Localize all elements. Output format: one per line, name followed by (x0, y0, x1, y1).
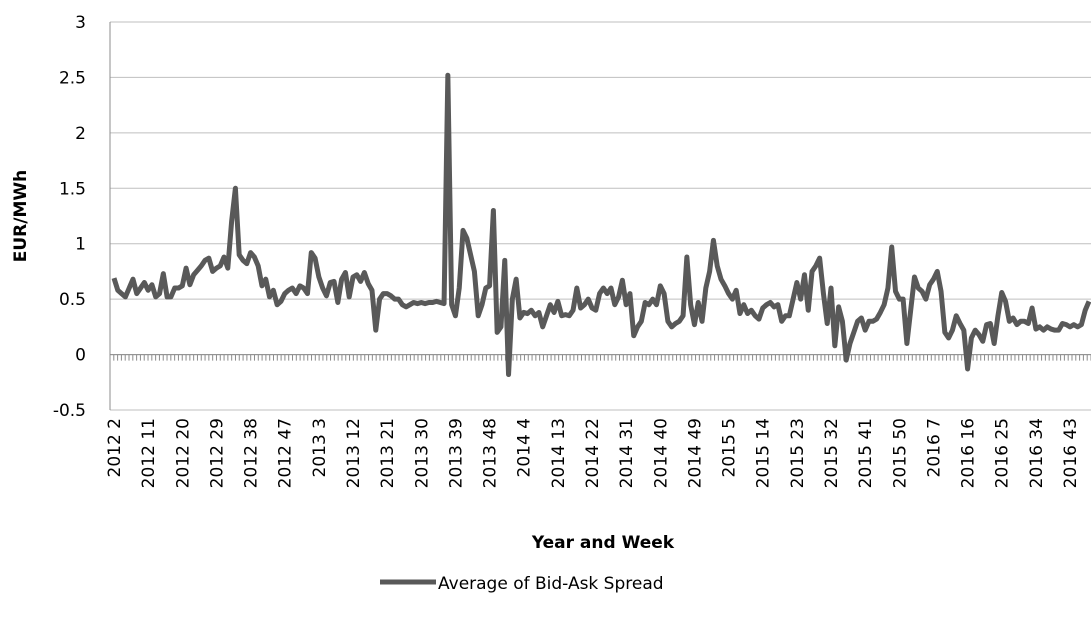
x-tick-label: 2016 25 (993, 418, 1013, 488)
y-tick-label: 3 (75, 13, 86, 33)
x-tick-label: 2012 47 (276, 418, 296, 488)
x-tick-label: 2014 40 (651, 418, 671, 488)
y-tick-label: -0.5 (53, 401, 86, 421)
x-tick-label: 2015 23 (788, 418, 808, 488)
x-tick-label: 2012 11 (139, 418, 159, 488)
x-tick-label: 2012 38 (242, 418, 262, 488)
x-tick-label: 2012 29 (207, 418, 227, 488)
x-tick-label: 2013 48 (481, 418, 501, 488)
x-tick-label: 2013 39 (446, 418, 466, 488)
x-tick-label: 2013 21 (378, 418, 398, 488)
y-tick-label: 2 (75, 124, 86, 144)
series-line (111, 72, 1091, 378)
x-tick-label: 2012 2 (105, 418, 125, 477)
x-tick-label: 2015 50 (890, 418, 910, 488)
x-tick-label: 2014 31 (617, 418, 637, 488)
x-tick-label: 2016 34 (1027, 418, 1047, 488)
x-tick-label: 2014 22 (583, 418, 603, 488)
x-tick-label: 2014 4 (515, 418, 535, 477)
x-tick-label: 2014 49 (685, 418, 705, 488)
x-tick-label: 2016 7 (924, 418, 944, 477)
x-tick-label: 2015 5 (720, 418, 740, 477)
legend-label: Average of Bid-Ask Spread (438, 574, 664, 594)
x-tick-label: 2015 41 (856, 418, 876, 488)
y-tick-label: 2.5 (59, 68, 86, 88)
y-tick-label: 0.5 (59, 290, 86, 310)
x-tick-label: 2015 14 (754, 418, 774, 488)
x-tick-label: 2013 12 (344, 418, 364, 488)
y-axis-title: EUR/MWh (11, 170, 31, 263)
x-tick-label: 2016 16 (959, 418, 979, 488)
x-axis-title: Year and Week (531, 533, 675, 553)
x-tick-label: 2013 30 (412, 418, 432, 488)
x-tick-label: 2013 3 (310, 418, 330, 477)
x-tick-label: 2012 20 (173, 418, 193, 488)
x-tick-label: 2014 13 (549, 418, 569, 488)
x-tick-label: 2016 43 (1061, 418, 1081, 488)
x-tick-label: 2015 32 (822, 418, 842, 488)
category-ticks (109, 354, 1091, 361)
y-tick-label: 1.5 (59, 179, 86, 199)
y-tick-label: 1 (75, 235, 86, 255)
y-tick-label: 0 (75, 346, 86, 366)
